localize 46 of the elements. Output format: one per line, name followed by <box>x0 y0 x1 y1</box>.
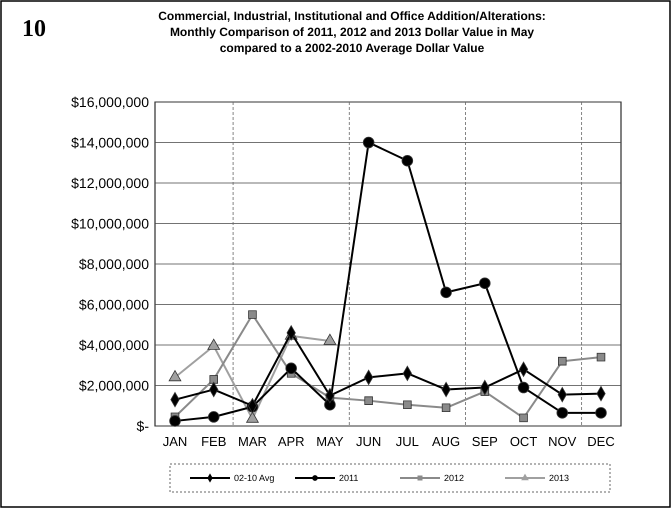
point <box>440 286 452 298</box>
x-tick-label: OCT <box>510 434 538 449</box>
y-tick-label: $4,000,000 <box>78 336 150 353</box>
point <box>403 400 412 410</box>
point <box>479 277 491 289</box>
point <box>169 415 181 427</box>
x-tick-label: MAR <box>238 434 267 449</box>
y-tick-label: $8,000,000 <box>78 256 150 272</box>
legend-label: 02-10 Avg <box>234 473 274 484</box>
y-tick-label: $- <box>136 418 150 434</box>
y-tick-label: $14,000,000 <box>71 134 150 150</box>
point <box>556 407 568 419</box>
point <box>442 404 450 412</box>
x-tick-label: NOV <box>548 434 577 449</box>
x-tick-label: APR <box>278 434 305 449</box>
point <box>248 310 257 319</box>
x-tick-label: JAN <box>162 434 188 449</box>
chart-title: Commercial, Industrial, Institutional and Office Addition/Alterations: Monthly Comparison of 2011, 2012 and 2013 Dollar Value in May compared to a 2002-2010 Average Dollar Value <box>158 9 546 55</box>
point <box>402 154 414 166</box>
point <box>595 407 607 419</box>
x-tick-label: DEC <box>587 434 615 449</box>
point <box>208 411 220 423</box>
point <box>558 356 567 366</box>
y-tick-label: $12,000,000 <box>71 174 150 191</box>
point <box>518 382 530 394</box>
x-tick-label: JUL <box>396 434 419 449</box>
legend-label: 2013 <box>549 473 570 484</box>
x-tick-label: FEB <box>201 434 226 449</box>
point <box>364 396 373 405</box>
x-tick-label: AUG <box>432 434 460 449</box>
text: 10 <box>22 16 46 42</box>
point <box>285 362 297 374</box>
y-tick-label: $16,000,000 <box>71 94 150 110</box>
x-tick-label: MAY <box>316 434 344 449</box>
point <box>209 375 218 384</box>
legend-label: 2011 <box>339 473 358 484</box>
x-tick-label: SEP <box>472 434 498 449</box>
x-tick-label: JUN <box>356 434 382 449</box>
y-tick-label: $6,000,000 <box>78 296 150 312</box>
point <box>362 136 374 148</box>
y-tick-label: $2,000,000 <box>78 377 150 394</box>
point <box>324 398 336 410</box>
point <box>596 352 606 362</box>
y-tick-label: $10,000,000 <box>71 215 150 232</box>
point <box>519 414 528 422</box>
legend-label: 2012 <box>444 473 464 484</box>
